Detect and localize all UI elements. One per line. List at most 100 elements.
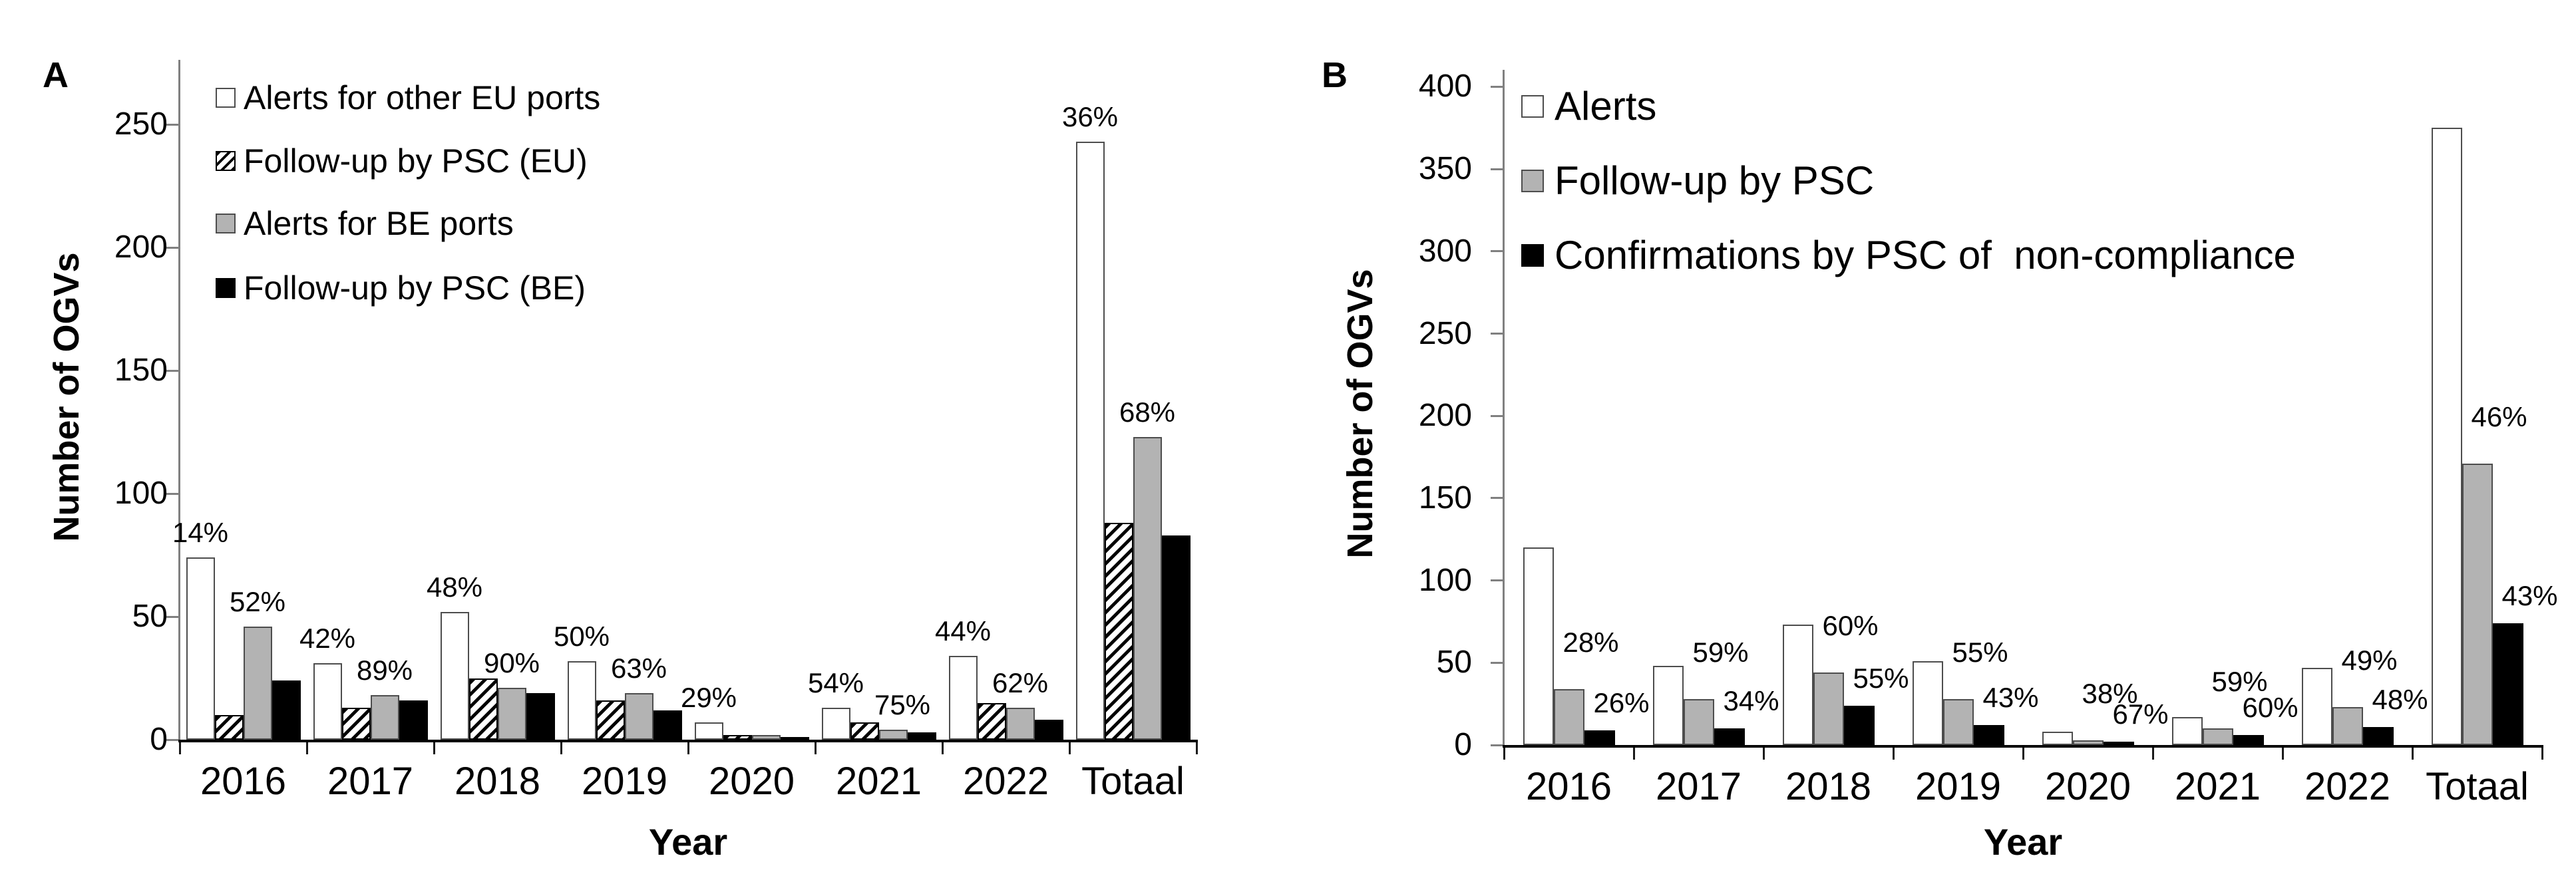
- y-tick-label-b: 400: [1418, 69, 1472, 104]
- bar-b-2022-black: [2362, 726, 2394, 745]
- y-tick-b: [1491, 333, 1503, 335]
- bar-a-2016-black: [272, 680, 301, 740]
- bar-a-2018-gray: [497, 688, 526, 740]
- y-tick-label-a: 100: [114, 476, 168, 511]
- x-category-label-b: 2019: [1915, 765, 2002, 808]
- y-tick-a: [166, 369, 178, 372]
- y-tick-b: [1491, 744, 1503, 746]
- legend-label-a: Alerts for other EU ports: [244, 79, 601, 116]
- bar-b-totaal-white: [2431, 128, 2462, 745]
- legend-label-b: Confirmations by PSC of non-compliance: [1555, 233, 2296, 277]
- x-tick-a: [941, 742, 944, 754]
- x-category-label-a: 2016: [200, 760, 287, 803]
- legend-label-b: Follow-up by PSC: [1555, 158, 1875, 203]
- y-tick-a: [166, 738, 178, 741]
- y-tick-a: [166, 246, 178, 249]
- percent-label-b: 59%: [1692, 636, 1749, 668]
- bar-a-2019-black: [653, 710, 682, 740]
- x-tick-b: [2022, 748, 2024, 760]
- x-tick-b: [2541, 748, 2543, 760]
- percent-label-b: 59%: [2211, 666, 2268, 698]
- x-tick-a: [560, 742, 562, 754]
- x-tick-b: [2151, 748, 2154, 760]
- bar-a-2022-black: [1034, 720, 1063, 740]
- bar-a-2022-hatch: [977, 702, 1006, 740]
- bar-a-2021-black: [907, 732, 936, 740]
- percent-label-a: 68%: [1119, 396, 1176, 428]
- bar-b-2018-white: [1782, 625, 1813, 745]
- bar-a-2018-black: [526, 692, 555, 740]
- x-category-label-b: 2016: [1525, 765, 1612, 808]
- x-category-label-a: 2022: [962, 760, 1049, 803]
- bar-a-2016-white: [186, 557, 215, 740]
- bar-b-2017-white: [1652, 666, 1684, 745]
- x-tick-b: [1762, 748, 1765, 760]
- legend-label-a: Alerts for BE ports: [244, 205, 514, 242]
- legend-swatch-b-gray: [1521, 170, 1544, 192]
- x-category-label-b: 2018: [1785, 765, 1872, 808]
- bar-b-2019-black: [1973, 725, 2004, 745]
- percent-label-a: 89%: [356, 655, 413, 686]
- x-category-label-b: 2020: [2044, 765, 2131, 808]
- bar-b-2016-white: [1523, 547, 1554, 745]
- percent-label-a: 50%: [553, 620, 610, 652]
- x-tick-a: [433, 742, 435, 754]
- x-tick-a: [178, 742, 181, 754]
- bar-b-2018-black: [1843, 705, 1875, 745]
- legend-swatch-b-black: [1521, 244, 1544, 267]
- bar-b-2021-white: [2171, 716, 2203, 745]
- bar-a-2020-white: [694, 722, 723, 740]
- y-tick-label-b: 150: [1418, 480, 1472, 516]
- bar-a-2018-white: [440, 611, 469, 740]
- bar-a-totaal-hatch: [1104, 523, 1133, 740]
- bar-b-2021-black: [2233, 735, 2264, 745]
- bar-a-2016-gray: [243, 626, 272, 740]
- y-tick-a: [166, 492, 178, 495]
- y-tick-label-a: 150: [114, 353, 168, 388]
- bar-a-2022-gray: [1006, 707, 1035, 740]
- panel-label-b: B: [1322, 55, 1348, 95]
- x-tick-a: [1068, 742, 1071, 754]
- legend-swatch-a-hatch: [216, 151, 236, 171]
- percent-label-a: 44%: [934, 615, 992, 647]
- bar-a-2020-gray: [751, 734, 781, 740]
- x-tick-b: [1892, 748, 1895, 760]
- legend-swatch-b-white: [1521, 95, 1544, 118]
- y-tick-label-b: 100: [1418, 562, 1472, 598]
- x-tick-b: [1503, 748, 1505, 760]
- bar-a-2017-black: [399, 700, 428, 740]
- percent-label-a: 29%: [680, 682, 737, 714]
- bar-a-2016-hatch: [214, 715, 244, 740]
- percent-label-a: 62%: [992, 667, 1049, 698]
- percent-label-b: 46%: [2471, 400, 2527, 432]
- y-tick-label-b: 50: [1436, 645, 1472, 680]
- x-tick-a: [305, 742, 308, 754]
- x-category-label-a: 2019: [581, 760, 668, 803]
- bar-a-2019-hatch: [596, 700, 625, 740]
- percent-label-b: 43%: [2501, 579, 2558, 611]
- bar-b-2016-black: [1584, 730, 1615, 745]
- panel-label-a: A: [43, 55, 69, 95]
- percent-label-a: 54%: [807, 667, 864, 698]
- bar-b-2021-gray: [2202, 728, 2233, 745]
- legend-swatch-a-gray: [216, 214, 236, 233]
- y-axis-line-b: [1503, 70, 1505, 745]
- legend-swatch-a-white: [216, 88, 236, 108]
- percent-label-b: 55%: [1853, 662, 1909, 694]
- percent-label-b: 38%: [2082, 677, 2138, 709]
- bar-a-totaal-gray: [1133, 436, 1162, 740]
- bar-b-2016-gray: [1553, 688, 1584, 745]
- x-tick-b: [1632, 748, 1635, 760]
- bar-a-2019-white: [567, 661, 596, 740]
- percent-label-b: 48%: [2372, 683, 2428, 715]
- bar-b-2019-gray: [1942, 698, 1974, 745]
- bar-b-2022-white: [2301, 667, 2332, 745]
- percent-label-b: 26%: [1593, 686, 1650, 718]
- percent-label-a: 42%: [299, 623, 356, 655]
- x-category-label-a: 2018: [454, 760, 541, 803]
- percent-label-a: 75%: [874, 689, 931, 721]
- percent-label-b: 43%: [1982, 682, 2039, 714]
- bar-a-2017-white: [313, 663, 342, 740]
- bar-a-2022-white: [948, 656, 978, 740]
